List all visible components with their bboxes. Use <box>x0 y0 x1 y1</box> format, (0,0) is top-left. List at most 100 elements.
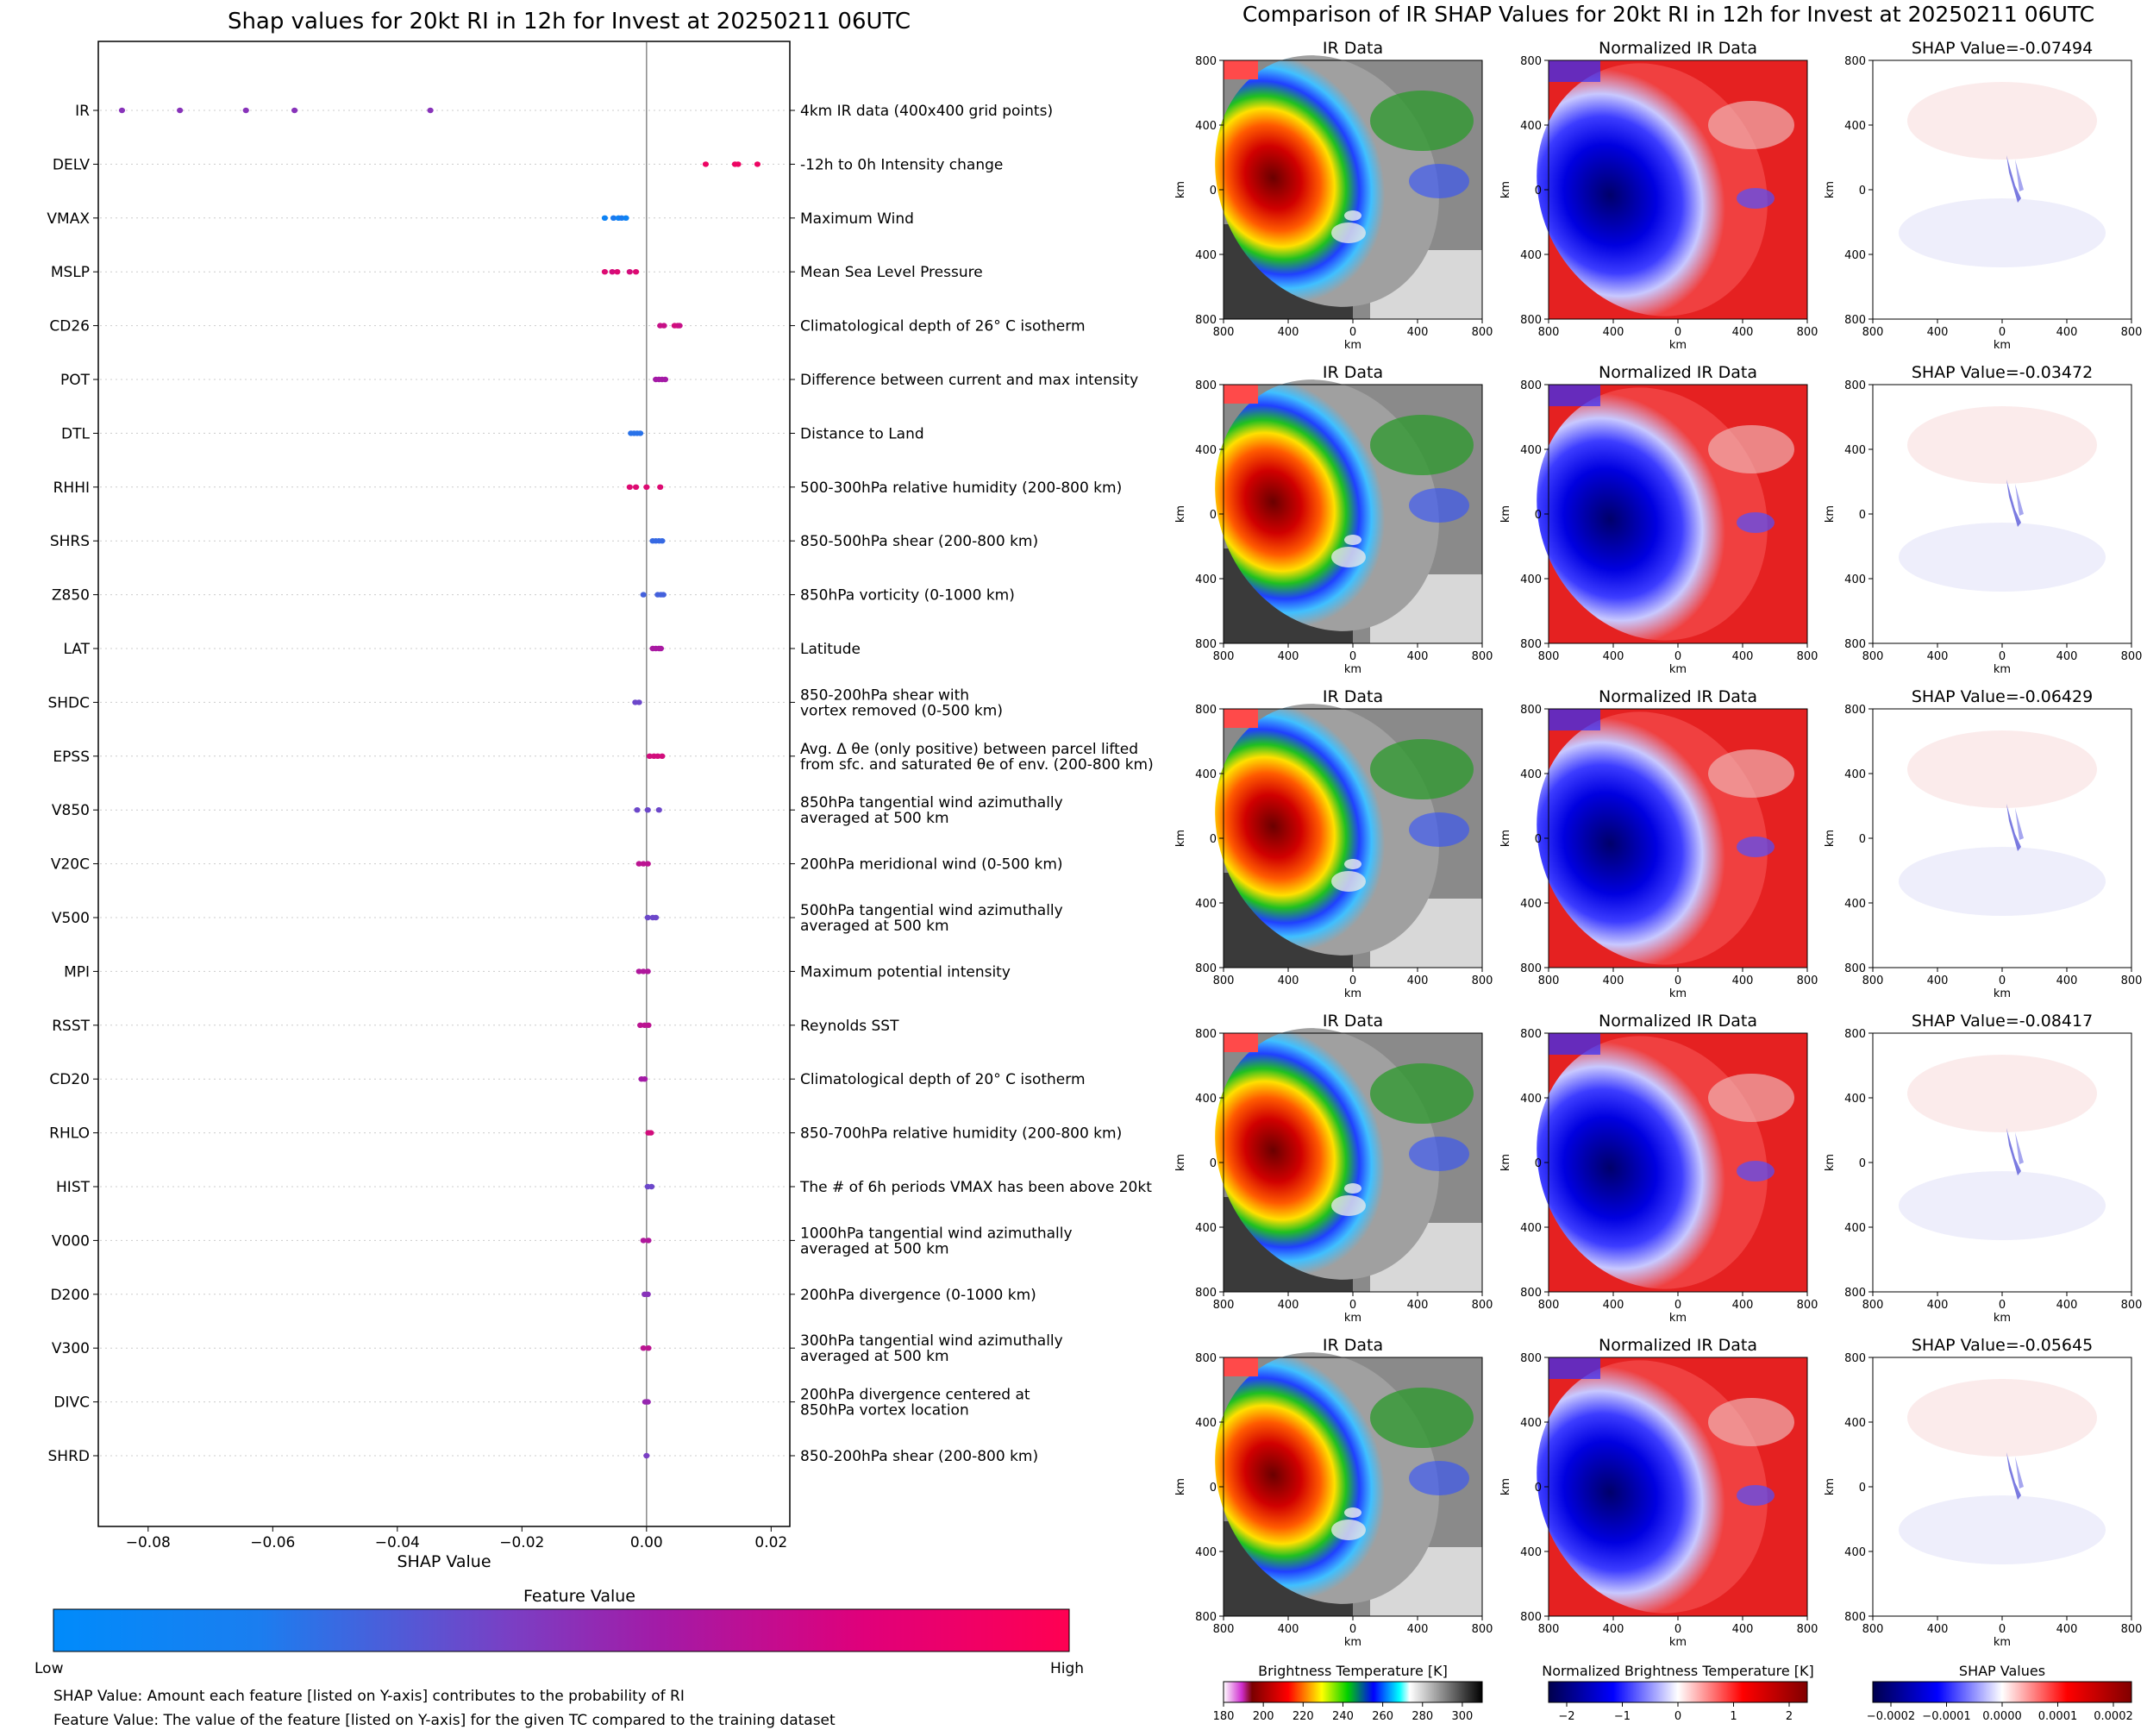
panel-x-tick-label: 800 <box>2121 1299 2143 1312</box>
panel-x-tick-label: 800 <box>1797 326 1818 339</box>
feature-description-label: 200hPa divergence (0-1000 km) <box>800 1287 1036 1304</box>
feature-name-label: V20C <box>51 856 90 874</box>
shap-point <box>640 1238 647 1244</box>
shap-point <box>609 269 616 275</box>
panel-y-tick-label: 0 <box>1859 1482 1866 1495</box>
panel-y-tick-label: 400 <box>1195 120 1217 133</box>
feature-name-label: EPSS <box>53 749 90 766</box>
panel-y-tick-label: 800 <box>1195 55 1217 68</box>
panel-colorbar-tick-label: −0.0002 <box>1867 1710 1915 1723</box>
panel-y-tick-label: 400 <box>1520 1546 1542 1559</box>
panel-x-tick-label: 0 <box>1349 1299 1356 1312</box>
shap-point <box>648 1183 655 1190</box>
panel-x-tick-label: 800 <box>1538 1623 1560 1636</box>
feature-name-label: VMAX <box>47 210 90 228</box>
shap-point <box>660 323 667 329</box>
panel-colorbar-gradient <box>1548 1681 1808 1703</box>
colorbar-low-label: Low <box>34 1660 64 1677</box>
panel-colorbar: SHAP Values −0.0002 −0.0001 0.0000 0.0001 0.0… <box>1867 1663 2133 1723</box>
panel-image <box>1495 674 1809 1003</box>
feature-name-label: SHRD <box>48 1448 90 1465</box>
panel-title: Normalized IR Data <box>1599 1012 1757 1031</box>
panel-image <box>1174 342 1482 668</box>
panel-x-axis-label: km <box>1994 1636 2011 1649</box>
plot-frame <box>97 41 791 1527</box>
colorbar-high-label: High <box>1050 1660 1084 1677</box>
panel-image <box>1873 385 2131 643</box>
panel-y-tick-label: 800 <box>1844 1287 1866 1300</box>
shap-point <box>702 161 710 167</box>
shap-point <box>634 807 641 813</box>
panel-x-tick-label: 800 <box>1862 1299 1884 1312</box>
panel-y-tick-label: 800 <box>1520 1352 1542 1365</box>
panel-y-tick-label: 400 <box>1844 1093 1866 1106</box>
panel-x-axis-label: km <box>1669 1636 1687 1649</box>
panel-y-tick-label: 0 <box>1535 1482 1542 1495</box>
feature-description-label: 500hPa tangential wind azimuthally <box>800 902 1063 919</box>
panel-x-tick-label: 800 <box>1472 650 1493 663</box>
panel-x-tick-label: 800 <box>1538 1299 1560 1312</box>
shap-point <box>640 861 647 867</box>
footnote-shap: SHAP Value: Amount each feature [listed … <box>53 1688 685 1705</box>
panel-colorbar-title: SHAP Values <box>1959 1663 2045 1679</box>
panel-x-tick-label: 0 <box>1674 650 1681 663</box>
feature-description-label: 850-700hPa relative humidity (200-800 km… <box>800 1125 1122 1143</box>
panel-y-axis-label: km <box>1499 1154 1512 1171</box>
panel-y-tick-label: 800 <box>1195 1287 1217 1300</box>
panel-x-tick-label: 400 <box>1603 975 1624 987</box>
panel-x-axis-label: km <box>1994 339 2011 352</box>
shap-point <box>643 1452 650 1459</box>
panel-x-tick-label: 0 <box>1674 1299 1681 1312</box>
shap-point <box>659 753 666 759</box>
panel-title: SHAP Value=-0.03472 <box>1912 363 2093 382</box>
panel-normalized-ir-row5: Normalized IR Data8008004004000040040080… <box>1495 1322 1818 1651</box>
panel-y-tick-label: 800 <box>1844 1611 1866 1624</box>
panel-x-tick-label: 400 <box>1407 1623 1429 1636</box>
panel-y-tick-label: 400 <box>1844 444 1866 457</box>
panel-y-tick-label: 400 <box>1844 1417 1866 1430</box>
panel-y-tick-label: 0 <box>1859 185 1866 197</box>
feature-description-label: from sfc. and saturated θe of env. (200-… <box>800 756 1154 774</box>
panel-y-tick-label: 800 <box>1195 638 1217 651</box>
panel-title: Normalized IR Data <box>1599 1336 1757 1355</box>
feature-description-label: -12h to 0h Intensity change <box>800 156 1003 173</box>
feature-name-label: Z850 <box>52 587 90 605</box>
shap-point <box>242 107 249 114</box>
shap-point <box>632 269 640 275</box>
panel-y-tick-label: 0 <box>1535 185 1542 197</box>
shap-point <box>657 645 665 652</box>
panel-y-axis-label: km <box>1174 1478 1187 1495</box>
panel-title: SHAP Value=-0.06429 <box>1912 687 2093 706</box>
panel-y-tick-label: 400 <box>1844 249 1866 262</box>
panel-image <box>1495 349 1809 679</box>
panel-y-tick-label: 800 <box>1844 962 1866 975</box>
feature-value-colorbar: Feature Value Low High SHAP Value: Amoun… <box>34 1587 1084 1729</box>
panel-colorbar-tick-label: 280 <box>1412 1710 1433 1723</box>
panel-title: SHAP Value=-0.05645 <box>1912 1336 2093 1355</box>
panel-y-tick-label: 800 <box>1520 962 1542 975</box>
panel-y-tick-label: 400 <box>1520 573 1542 586</box>
shap-point <box>643 484 650 490</box>
shap-point <box>636 1022 644 1029</box>
feature-description-label: Maximum Wind <box>800 210 914 228</box>
panel-colorbar-tick-label: 300 <box>1452 1710 1474 1723</box>
shap-point <box>659 538 666 544</box>
panel-shap-row3: SHAP Value=-0.06429800800400400004004008… <box>1824 687 2142 1000</box>
feature-name-label: DTL <box>61 425 90 442</box>
shap-point <box>661 376 669 383</box>
panel-y-axis-label: km <box>1824 181 1837 198</box>
panel-y-axis-label: km <box>1499 1478 1512 1495</box>
panel-y-tick-label: 800 <box>1520 314 1542 327</box>
panel-y-axis-label: km <box>1174 181 1187 198</box>
panel-grid: IR Data80080040040000400400800800kmkmNor… <box>1174 18 2142 1651</box>
x-tick-label: −0.08 <box>126 1534 171 1551</box>
panel-image <box>1174 991 1482 1317</box>
panel-x-axis-label: km <box>1669 339 1687 352</box>
panel-y-tick-label: 800 <box>1844 704 1866 717</box>
panel-y-tick-label: 0 <box>1535 1157 1542 1170</box>
panel-x-tick-label: 800 <box>1538 326 1560 339</box>
panel-x-tick-label: 400 <box>2056 975 2078 987</box>
panel-y-tick-label: 400 <box>1520 120 1542 133</box>
panel-x-tick-label: 400 <box>1278 650 1299 663</box>
panel-y-tick-label: 0 <box>1859 833 1866 846</box>
